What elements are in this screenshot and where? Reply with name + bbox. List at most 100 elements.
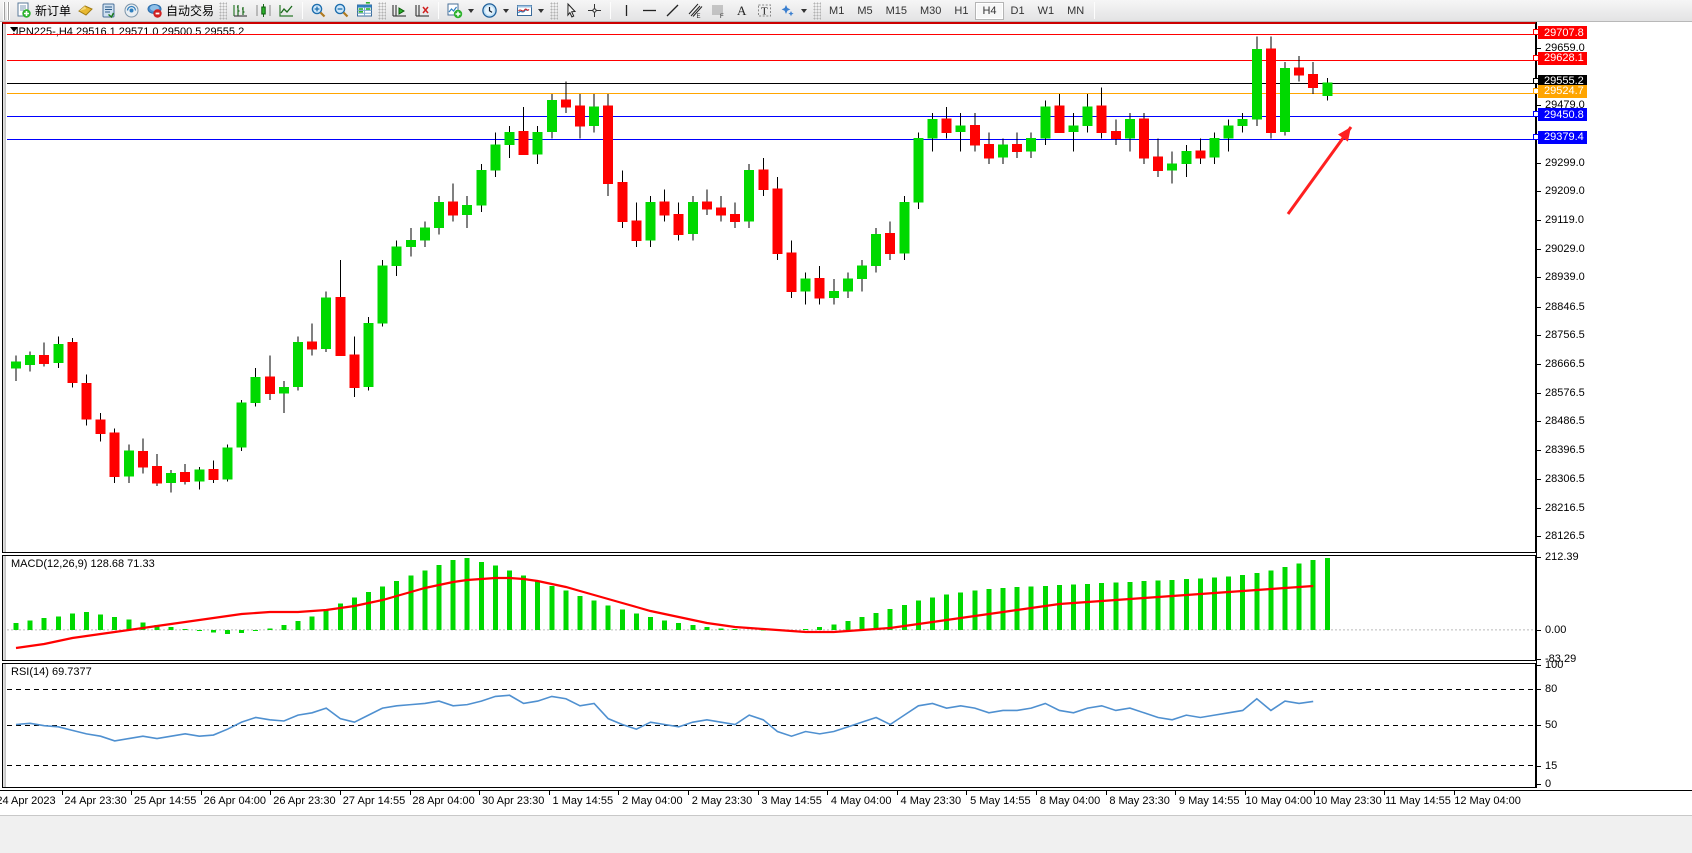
toolbar-grip-1[interactable]: [3, 1, 10, 20]
shapes-icon: [779, 2, 796, 19]
line-handle-marker[interactable]: [1533, 111, 1539, 118]
chart-collapse-arrow[interactable]: [10, 27, 18, 32]
shapes-button[interactable]: [776, 1, 811, 21]
vertical-line-button[interactable]: [615, 1, 638, 21]
line-chart-button[interactable]: [275, 1, 298, 21]
line-handle-marker[interactable]: [1533, 29, 1539, 36]
macd-plot[interactable]: [7, 556, 1535, 660]
toolbar-grip-4[interactable]: [550, 1, 559, 20]
price-tick: 28846.5: [1537, 301, 1692, 313]
candle-bullish: [744, 170, 755, 222]
candle-bullish: [363, 323, 374, 388]
svg-text:E: E: [697, 14, 701, 19]
macd-panel[interactable]: MACD(12,26,9) 128.68 71.33: [2, 555, 1536, 661]
candle-bullish: [222, 447, 233, 480]
period-w1[interactable]: W1: [1037, 4, 1055, 17]
horizontal-line-button[interactable]: [638, 1, 661, 21]
candle-bullish: [462, 205, 473, 216]
add-indicator-button[interactable]: [443, 1, 478, 21]
price-label-resistance[interactable]: 29707.8: [1533, 26, 1587, 40]
line-handle-marker[interactable]: [1533, 133, 1539, 140]
rsi-panel[interactable]: RSI(14) 69.7377: [2, 663, 1536, 788]
line-handle-marker[interactable]: [1533, 77, 1539, 84]
bullish-arrow[interactable]: [1286, 126, 1353, 215]
text-label-button[interactable]: A: [730, 1, 753, 21]
chart-area[interactable]: JPN225-,H4 29516.1 29571.0 29500.5 29555…: [0, 22, 1692, 831]
period-m15[interactable]: M15: [885, 4, 907, 17]
candle-bearish: [67, 342, 78, 384]
period-m1[interactable]: M1: [829, 4, 845, 17]
horizontal-line-icon: [641, 2, 658, 19]
time-scale[interactable]: 24 Apr 2023 24 Apr 23:30 25 Apr 14:55 26 Ap…: [0, 790, 1692, 831]
line-handle-marker[interactable]: [1533, 54, 1539, 61]
period-clock-button[interactable]: [478, 1, 513, 21]
templates-dropdown-arrow[interactable]: [536, 2, 545, 19]
time-tick-mark: [1314, 790, 1316, 795]
price-tick-label: 28846.5: [1545, 300, 1585, 313]
price-chart-panel[interactable]: JPN225-,H4 29516.1 29571.0 29500.5 29555…: [2, 22, 1536, 553]
auto-trading-button[interactable]: 自动交易: [143, 1, 217, 21]
shift-end-button[interactable]: [388, 1, 411, 21]
zoom-in-button[interactable]: [307, 1, 330, 21]
macd-svg: [7, 558, 1535, 650]
time-tick-label: 8 May 04:00: [1039, 795, 1101, 807]
time-tick-mark: [688, 790, 689, 795]
cursor-button[interactable]: [560, 1, 583, 21]
price-tick-label: 28486.5: [1545, 415, 1585, 428]
candle-bearish: [81, 382, 92, 420]
period-h4[interactable]: H4: [975, 1, 1004, 20]
time-tick-label: 26 Apr 04:00: [203, 795, 266, 807]
expert-advisor-button[interactable]: [74, 1, 97, 21]
price-label-resistance[interactable]: 29628.1: [1533, 51, 1587, 65]
line-handle-marker[interactable]: [1533, 87, 1539, 94]
toolbar-grip-3[interactable]: [378, 1, 387, 20]
fibonacci-button[interactable]: F: [707, 1, 730, 21]
candle-bearish: [772, 188, 783, 254]
zoom-out-button[interactable]: [330, 1, 353, 21]
price-label-support[interactable]: 29450.8: [1533, 108, 1587, 122]
candle-bullish: [645, 201, 656, 241]
period-d1[interactable]: D1: [1010, 4, 1025, 17]
shapes-dropdown-arrow[interactable]: [799, 2, 808, 19]
add-indicator-dropdown-arrow[interactable]: [466, 2, 475, 19]
candle-bullish: [913, 138, 924, 203]
price-scale[interactable]: 29659.0 29479.0 29299.0 29209.0 29119.0 29029…: [1533, 22, 1692, 790]
bar-chart-button[interactable]: [229, 1, 252, 21]
time-tick-mark: [200, 790, 202, 795]
data-window-grid-button[interactable]: [353, 1, 376, 21]
new-order-button[interactable]: 新订单: [12, 1, 74, 21]
time-tick-label: 30 Apr 23:30: [481, 795, 545, 807]
candle-bearish: [518, 131, 529, 156]
trendline-button[interactable]: [661, 1, 684, 21]
toolbar-grip-5[interactable]: [813, 1, 822, 20]
equidistant-channel-button[interactable]: E: [684, 1, 707, 21]
data-window-button[interactable]: [97, 1, 120, 21]
price-label-pivot[interactable]: 29524.7: [1533, 84, 1587, 98]
candle-bullish: [194, 469, 205, 482]
signals-button[interactable]: [120, 1, 143, 21]
toolbar-grip-2[interactable]: [219, 1, 228, 20]
candle-bullish: [236, 402, 247, 448]
text-box-button[interactable]: T: [753, 1, 776, 21]
candle-bearish: [786, 252, 797, 293]
candle-bearish: [730, 214, 741, 223]
period-m5[interactable]: M5: [857, 4, 873, 17]
price-tick: 28666.5: [1537, 358, 1692, 370]
period-h1[interactable]: H1: [954, 4, 969, 17]
period-m30[interactable]: M30: [920, 4, 942, 17]
templates-button[interactable]: [513, 1, 548, 21]
time-tick-label: 24 Apr 2023: [0, 795, 56, 807]
candle-bearish: [1096, 105, 1107, 133]
time-tick-label: 5 May 14:55: [970, 795, 1031, 807]
price-plot[interactable]: [7, 24, 1535, 552]
rsi-plot[interactable]: [7, 664, 1535, 787]
price-label-support[interactable]: 29379.4: [1533, 130, 1587, 144]
auto-scroll-button[interactable]: [411, 1, 434, 21]
candle-bullish: [687, 201, 698, 235]
candle-bearish: [1110, 131, 1121, 140]
crosshair-button[interactable]: [583, 1, 606, 21]
period-mn[interactable]: MN: [1067, 4, 1085, 17]
time-tick-label: 4 May 23:30: [900, 795, 962, 807]
candlestick-chart-button[interactable]: [252, 1, 275, 21]
period-dropdown-arrow[interactable]: [501, 2, 510, 19]
